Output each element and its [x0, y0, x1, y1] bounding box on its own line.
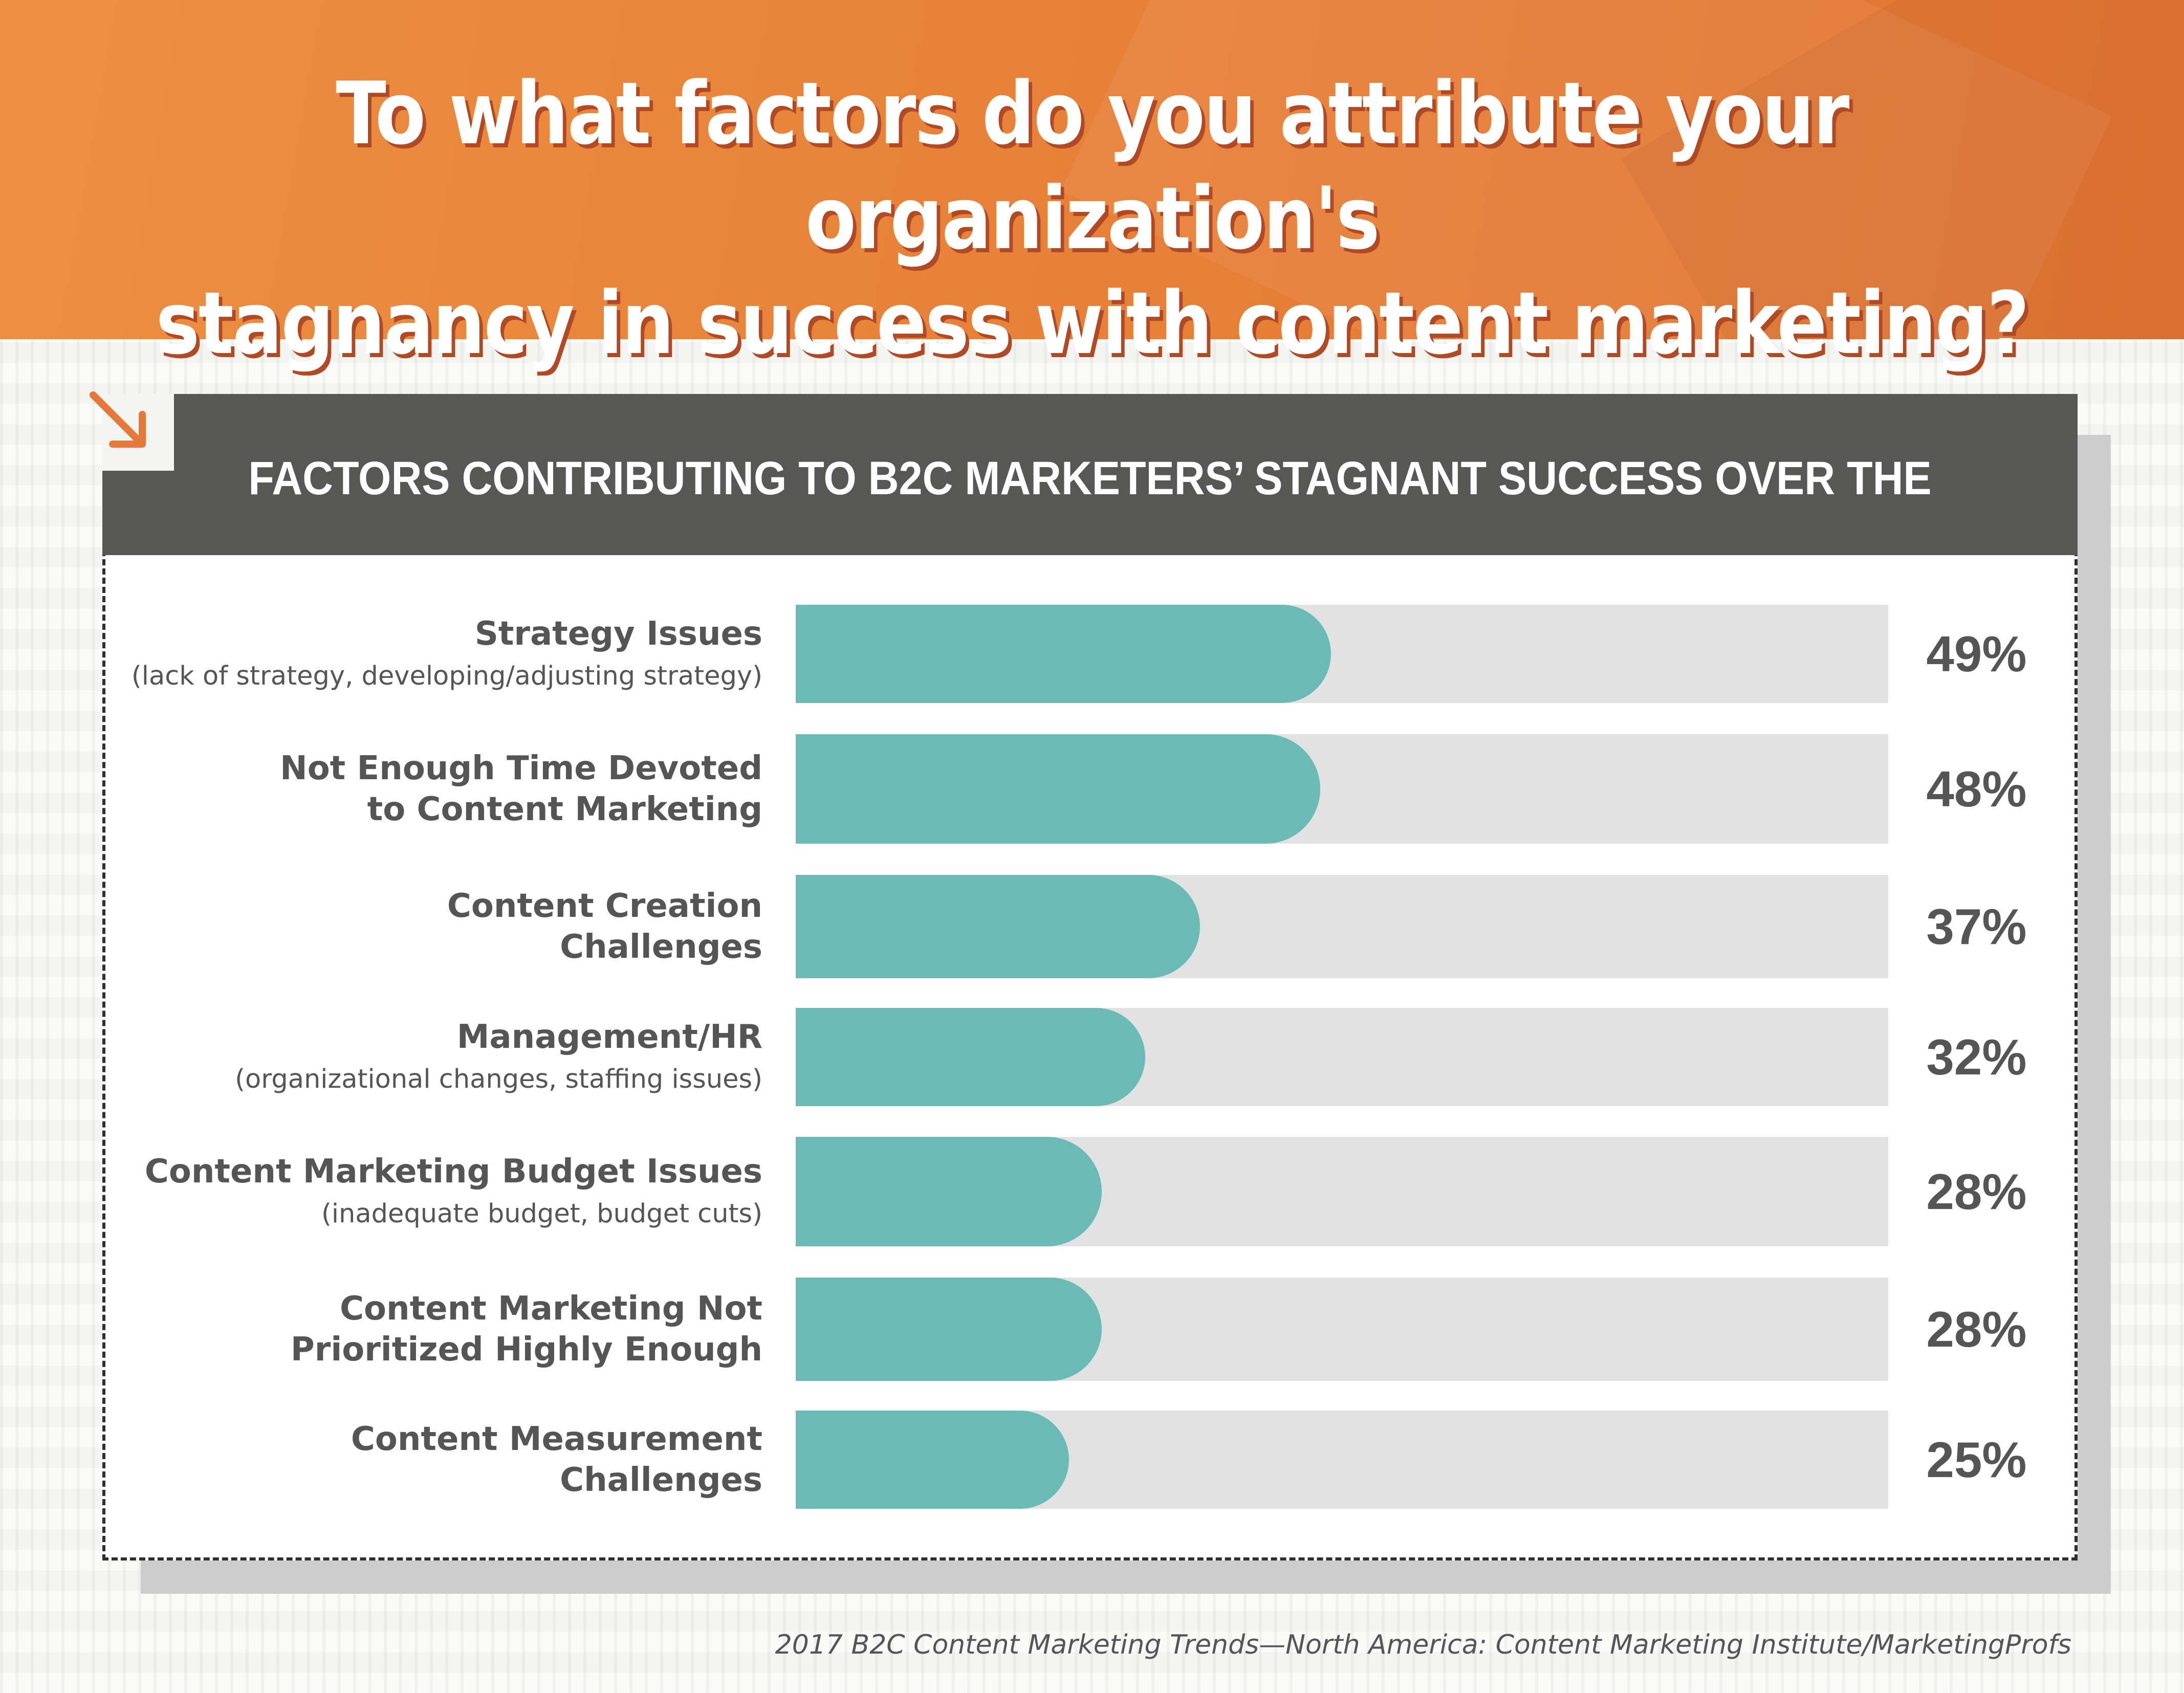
page-title-line-2: stagnancy in success with content market…	[156, 273, 2029, 373]
bar-track	[796, 1137, 1888, 1246]
category-label-line: Challenges	[560, 928, 762, 966]
category-label: Content Creation Challenges	[447, 886, 762, 968]
bar-track	[796, 734, 1888, 844]
category-label: Strategy Issues (lack of strategy, develo…	[132, 613, 762, 694]
value-label: 32%	[1926, 1029, 2027, 1085]
bar	[796, 734, 1320, 844]
title-banner	[0, 0, 2184, 339]
arrow-down-right-icon	[90, 391, 146, 448]
category-label-line: Content Measurement	[351, 1420, 762, 1458]
category-sublabel: (lack of strategy, developing/adjusting …	[131, 661, 762, 691]
category-label-line: Content Marketing Budget Issues	[144, 1153, 762, 1191]
category-label-line: Prioritized Highly Enough	[290, 1331, 762, 1369]
card-header-notch	[102, 394, 174, 471]
bar-track	[796, 605, 1888, 703]
page-title: To what factors do you attribute your or…	[153, 61, 2031, 376]
category-label: Content Measurement Challenges	[351, 1419, 762, 1501]
value-label: 48%	[1926, 761, 2027, 817]
value-label: 37%	[1926, 898, 2027, 955]
category-label-line: to Content Marketing	[367, 790, 762, 828]
category-label-line: Strategy Issues	[474, 615, 762, 653]
source-citation: 2017 B2C Content Marketing Trends—North …	[775, 1630, 2071, 1660]
bar	[796, 1411, 1069, 1509]
category-sublabel: (organizational changes, staffing issues…	[235, 1064, 762, 1094]
category-label-line: Content Creation	[447, 887, 762, 925]
category-label-line: Not Enough Time Devoted	[280, 750, 762, 787]
category-label-line: Challenges	[560, 1461, 762, 1499]
bar	[796, 1137, 1102, 1246]
chart-title: FACTORS CONTRIBUTING TO B2C MARKETERS’ S…	[102, 394, 2078, 673]
bar	[796, 875, 1200, 978]
bar-track	[796, 1008, 1888, 1106]
value-label: 25%	[1926, 1432, 2027, 1488]
value-label: 28%	[1926, 1163, 2027, 1220]
bar	[796, 1278, 1102, 1381]
bar	[796, 605, 1331, 703]
page-title-line-1: To what factors do you attribute your or…	[336, 63, 1849, 269]
category-label-line: Content Marketing Not	[340, 1290, 762, 1328]
bar	[796, 1008, 1146, 1106]
value-label: 49%	[1926, 626, 2027, 682]
bar-track	[796, 875, 1888, 978]
bar-track	[796, 1411, 1888, 1509]
category-label: Not Enough Time Devoted to Content Market…	[280, 748, 762, 830]
category-label: Content Marketing Budget Issues (inadequa…	[145, 1151, 762, 1232]
category-label: Content Marketing Not Prioritized Highly …	[291, 1288, 762, 1370]
category-sublabel: (inadequate budget, budget cuts)	[321, 1199, 762, 1229]
bar-track	[796, 1278, 1888, 1381]
value-label: 28%	[1926, 1301, 2027, 1357]
card-header	[102, 394, 2078, 555]
category-label-line: Management/HR	[456, 1018, 762, 1056]
category-label: Management/HR (organizational changes, st…	[235, 1017, 762, 1097]
